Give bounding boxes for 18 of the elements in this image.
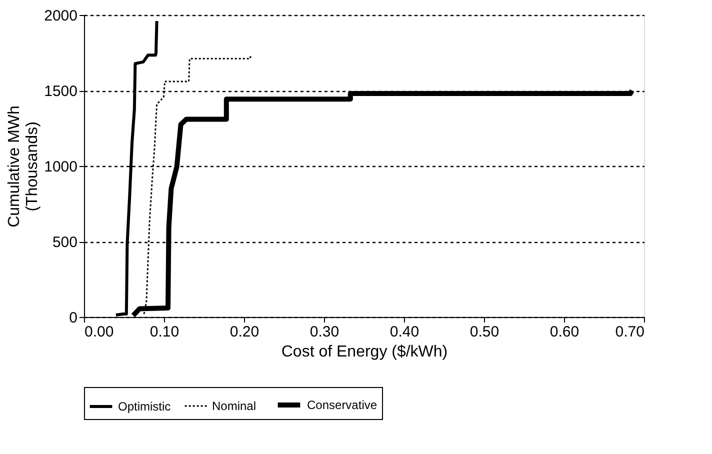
legend-label: Optimistic [118,400,171,414]
legend-label: Conservative [307,398,378,412]
x-tick-label: 0.70 [615,324,644,340]
y-tick-label: 1500 [44,83,78,100]
x-tick-label: 0.60 [550,324,580,340]
x-tick-label: 0.00 [84,324,114,340]
x-tick-label: 0.30 [310,324,340,340]
y-tick-label: 1000 [44,158,78,176]
x-tick-label: 0.20 [230,324,260,340]
y-tick-label: 500 [52,234,78,251]
x-tick-label: 0.10 [150,324,180,340]
x-axis-title: Cost of Energy ($/kWh) [281,344,448,360]
y-tick-label: 0 [69,310,78,326]
legend-label: Nominal [212,399,256,413]
x-tick-label: 0.40 [390,324,420,340]
y-tick-label: 2000 [44,8,78,24]
x-tick-label: 0.50 [470,324,500,340]
y-axis-title: Cumulative MWh (Thousands) [6,106,42,228]
